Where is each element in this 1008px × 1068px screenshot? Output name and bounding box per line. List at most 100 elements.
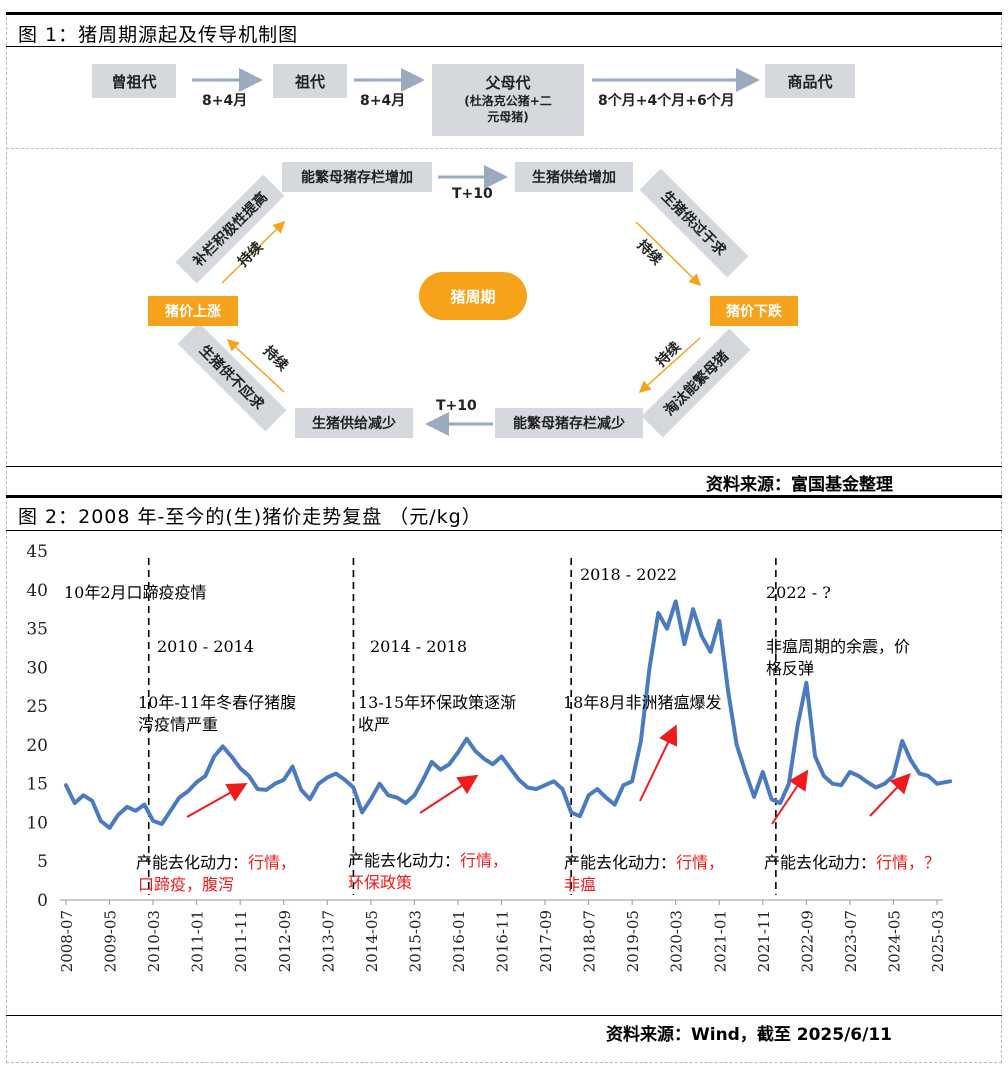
x-tick-label: 2012-09 <box>276 910 294 972</box>
cycle-sow-stock-down: 能繁母猪存栏减少 <box>495 408 643 438</box>
y-tick-label: 15 <box>26 775 48 795</box>
driver-3-prefix: 产能去化动力： <box>564 853 676 872</box>
driver-2-red: 行情， <box>460 851 508 870</box>
driver-2-prefix: 产能去化动力： <box>348 851 460 870</box>
y-tick-label: 35 <box>26 620 48 640</box>
cycle-arrow-left-lower <box>226 338 285 393</box>
y-tick-label: 25 <box>26 697 48 717</box>
cycle-supply-down: 生猪供给减少 <box>295 408 413 438</box>
annot-period-2014-2018: 2014 - 2018 <box>370 637 467 656</box>
driver-2-line2: 环保政策 <box>348 873 412 892</box>
fig1-arrows-layer <box>192 68 760 436</box>
annot-period-2010-2014: 2010 - 2014 <box>157 637 254 656</box>
cycle-bottom-arrow-label: T+10 <box>436 398 477 414</box>
cycle-supply-up: 生猪供给增加 <box>515 162 633 192</box>
cycle-price-rise: 猪价上涨 <box>148 296 238 326</box>
driver-3-line2: 非瘟 <box>564 875 596 894</box>
fig1-divider <box>6 148 1002 149</box>
x-tick-label: 2015-03 <box>406 910 424 972</box>
chain-box-parent: 父母代 (杜洛克公猪+二 元母猪) <box>432 64 584 136</box>
period-dividers <box>147 558 777 895</box>
driver-4-prefix: 产能去化动力： <box>764 853 876 872</box>
trend-arrows <box>186 724 911 825</box>
chain-arrow-1-label: 8+4月 <box>202 93 248 109</box>
chain-box-parent-title: 父母代 <box>485 74 531 92</box>
x-tick-label: 2021-11 <box>755 910 773 972</box>
y-tick-label: 10 <box>26 813 48 833</box>
driver-3: 产能去化动力：行情， <box>564 853 724 872</box>
chain-arrow-2-label: 8+4月 <box>360 93 406 109</box>
annot-aftershock-2: 格反弹 <box>766 659 814 678</box>
x-tick-label: 2019-05 <box>624 910 642 972</box>
x-tick-label: 2020-03 <box>668 910 686 972</box>
cycle-center-pig-cycle: 猪周期 <box>419 272 527 320</box>
fig1-top-rule <box>6 12 1002 15</box>
price-line-series <box>64 599 953 830</box>
chain-box-parent-note-1: (杜洛克公猪+二 <box>464 94 552 108</box>
figure-frame <box>6 12 1002 1063</box>
trend-arrow <box>869 773 911 817</box>
fig2-source: 资料来源：Wind，截至 2025/6/11 <box>606 1025 892 1045</box>
annot-period-2018-2022: 2018 - 2022 <box>580 565 677 584</box>
x-tick-label: 2014-05 <box>363 910 381 972</box>
annot-fmd-2010: 10年2月口蹄疫疫情 <box>64 583 207 602</box>
driver-2: 产能去化动力：行情， <box>348 851 508 870</box>
x-tick-label: 2016-01 <box>450 910 468 972</box>
chain-arrow-3-label: 8个月+4个月+6个月 <box>598 93 735 109</box>
fig2-top-rule <box>6 495 1002 498</box>
cycle-arrow-right-lower <box>638 337 701 394</box>
cycle-top-arrow-label: T+10 <box>452 186 493 202</box>
x-tick-label: 2023-07 <box>842 910 860 972</box>
trend-arrow <box>771 769 809 825</box>
trend-arrow <box>639 724 678 802</box>
x-tick-label: 2010-03 <box>145 910 163 972</box>
trend-arrow <box>419 774 479 814</box>
cycle-arrow-right-upper <box>635 221 702 287</box>
x-tick-label: 2024-05 <box>885 910 903 972</box>
chain-box-great-grandparent: 曾祖代 <box>92 64 176 98</box>
annot-asf-outbreak: 18年8月非洲猪瘟爆发 <box>563 693 722 712</box>
x-tick-label: 2016-11 <box>494 910 512 972</box>
x-tick-label: 2022-09 <box>798 910 816 972</box>
fig2-source-rule <box>6 1015 1002 1016</box>
driver-1-prefix: 产能去化动力： <box>136 853 248 872</box>
fig1-title-rule <box>6 46 1002 47</box>
fig2-title-rule <box>6 530 1002 531</box>
fig1-source: 资料来源：富国基金整理 <box>706 475 893 495</box>
x-tick-label: 2025-03 <box>929 910 947 972</box>
y-tick-label: 20 <box>26 736 48 756</box>
fig1-source-rule <box>6 466 1002 467</box>
chain-box-grandparent: 祖代 <box>273 64 347 98</box>
x-tick-label: 2017-09 <box>537 910 555 972</box>
trend-arrow <box>186 783 248 818</box>
driver-4: 产能去化动力：行情，？ <box>764 853 940 872</box>
chain-box-parent-note-2: 元母猪) <box>487 110 529 124</box>
x-tick-label: 2011-01 <box>189 910 207 972</box>
annot-aftershock-1: 非瘟周期的余震，价 <box>766 637 910 656</box>
y-tick-label: 40 <box>26 581 48 601</box>
cycle-sow-stock-up: 能繁母猪存栏增加 <box>282 162 432 192</box>
x-tick-label: 2008-07 <box>58 910 76 972</box>
x-tick-label: 2011-11 <box>232 910 250 972</box>
y-tick-label: 30 <box>26 658 48 678</box>
annot-piglet-diarrhea-2: 泻疫情严重 <box>138 715 218 734</box>
y-tick-label: 45 <box>26 542 48 562</box>
y-tick-label: 5 <box>37 852 48 872</box>
price-chart: 0 5 10 15 20 25 30 35 40 45 2008-07 2009-05 2010-03… <box>26 542 953 972</box>
y-tick-label: 0 <box>37 891 48 911</box>
annot-env-policy-1: 13-15年环保政策逐渐 <box>358 693 516 712</box>
driver-1-red: 行情， <box>248 853 296 872</box>
annot-env-policy-2: 收严 <box>358 715 390 734</box>
y-axis: 0 5 10 15 20 25 30 35 40 45 <box>26 542 48 911</box>
fig2-title: 图 2：2008 年-至今的(生)猪价走势复盘 （元/kg） <box>18 506 482 528</box>
x-axis: 2008-07 2009-05 2010-03 2011-01 2011-11 2012-… <box>58 899 947 972</box>
x-tick-label: 2021-01 <box>711 910 729 972</box>
driver-1-line2: 口蹄疫，腹泻 <box>138 875 234 894</box>
annot-period-2022-now: 2022 - ? <box>766 583 831 602</box>
annot-piglet-diarrhea-1: 10年-11年冬春仔猪腹 <box>138 693 296 712</box>
chain-box-commercial: 商品代 <box>765 64 855 98</box>
cycle-arrow-left-upper <box>221 220 286 284</box>
x-tick-label: 2013-07 <box>319 910 337 972</box>
x-tick-label: 2009-05 <box>102 910 120 972</box>
driver-3-red: 行情， <box>676 853 724 872</box>
